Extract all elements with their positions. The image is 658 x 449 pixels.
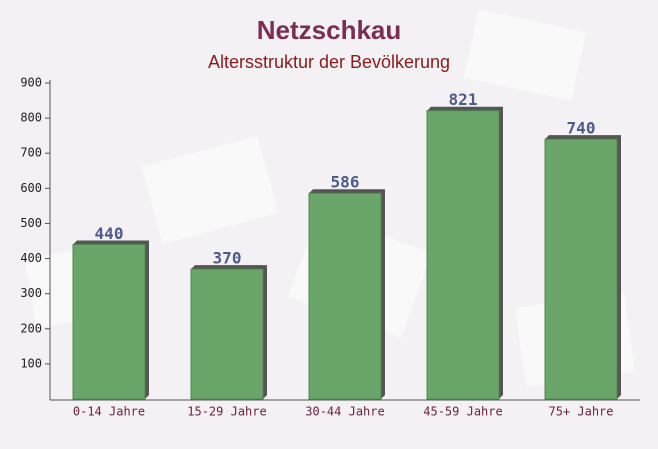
value-label: 586 [331,173,360,192]
y-tick-label: 300 [20,286,42,300]
bar [72,244,146,400]
x-tick-label: 0-14 Jahre [73,405,145,419]
value-label: 370 [213,249,242,268]
value-label: 740 [567,119,596,138]
y-tick-label: 400 [20,251,42,265]
x-tick-label: 75+ Jahre [548,405,613,419]
x-tick-label: 45-59 Jahre [423,405,502,419]
bar [544,138,618,400]
y-tick-label: 700 [20,146,42,160]
y-tick-label: 600 [20,181,42,195]
bar [190,268,264,400]
bar [308,192,382,400]
y-tick-label: 100 [20,356,42,370]
x-tick-label: 15-29 Jahre [187,405,266,419]
y-tick-label: 200 [20,321,42,335]
chart-subtitle: Altersstruktur der Bevölkerung [208,52,450,72]
value-label: 440 [95,224,124,243]
y-tick-label: 500 [20,216,42,230]
chart-title: Netzschkau [257,15,402,45]
y-tick-label: 800 [20,111,42,125]
x-tick-label: 30-44 Jahre [305,405,384,419]
y-tick-label: 900 [20,76,42,90]
bar [426,110,500,400]
value-label: 821 [449,90,478,109]
